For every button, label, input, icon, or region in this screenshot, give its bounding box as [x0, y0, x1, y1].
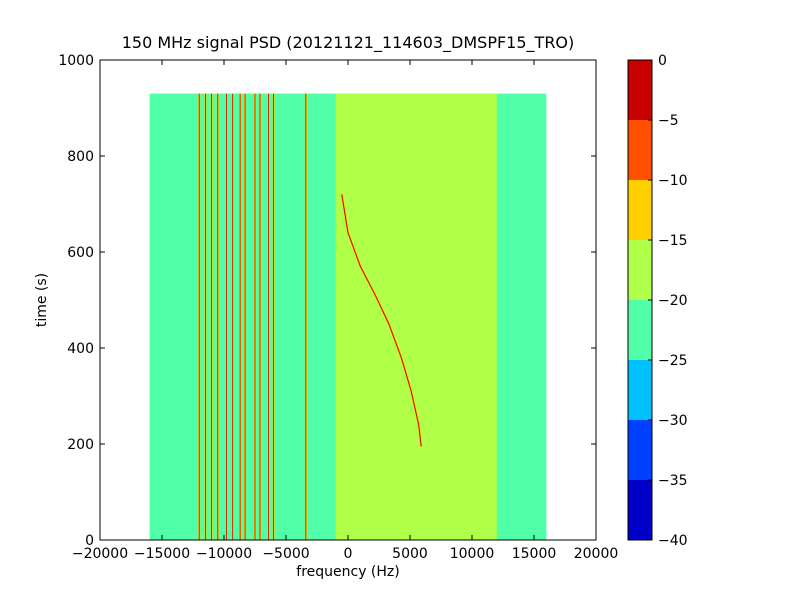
y-tick-label: 400: [67, 341, 94, 357]
x-axis: −20000 −15000 −10000 −5000 0 5000 10000 15000 20…: [72, 60, 618, 562]
y-tick-label: 0: [85, 533, 94, 549]
y-tick-label: 800: [67, 149, 94, 165]
colorbar-tick-label: −30: [658, 413, 688, 429]
colorbar-segment: [628, 420, 652, 480]
x-tick-label: 20000: [574, 546, 619, 562]
colorbar-segment: [628, 240, 652, 300]
heatmap-image: [149, 93, 547, 540]
doppler-trace-line: [341, 194, 422, 447]
colorbar-tick-label: −35: [658, 473, 688, 489]
y-tick-label: 1000: [58, 53, 94, 69]
colorbar: −40 −35 −30 −25 −20 −15 −10 −5 0: [627, 53, 688, 549]
colorbar-tick-label: −40: [658, 533, 688, 549]
x-tick-label: −15000: [134, 546, 190, 562]
heatmap-region-1: [335, 93, 497, 540]
colorbar-segment: [628, 480, 652, 540]
y-axis-label: time (s): [34, 273, 50, 327]
x-tick-label: 15000: [512, 546, 557, 562]
colorbar-segment: [628, 180, 652, 240]
y-tick-label: 600: [67, 245, 94, 261]
colorbar-segment: [628, 120, 652, 180]
x-tick-label: −10000: [196, 546, 252, 562]
colorbar-tick-label: −20: [658, 293, 688, 309]
colorbar-segment: [628, 300, 652, 360]
x-tick-label: 0: [344, 546, 353, 562]
colorbar-segment: [628, 60, 652, 120]
x-tick-label: 5000: [392, 546, 428, 562]
colorbar-tick-label: 0: [658, 53, 667, 69]
x-axis-label: frequency (Hz): [296, 564, 399, 580]
colorbar-tick-label: −5: [658, 113, 679, 129]
colorbar-segment: [628, 360, 652, 420]
colorbar-tick-label: −25: [658, 353, 688, 369]
y-axis: 0 200 400 600 800 1000: [58, 53, 596, 549]
x-tick-label: −20000: [72, 546, 128, 562]
colorbar-tick-label: −10: [658, 173, 688, 189]
chart-title: 150 MHz signal PSD (20121121_114603_DMSP…: [122, 33, 575, 53]
y-tick-label: 200: [67, 437, 94, 453]
doppler-trace: [340, 194, 423, 447]
x-tick-label: 10000: [450, 546, 495, 562]
spectral-lines: [198, 93, 307, 540]
colorbar-tick-label: −15: [658, 233, 688, 249]
x-tick-label: −5000: [262, 546, 309, 562]
